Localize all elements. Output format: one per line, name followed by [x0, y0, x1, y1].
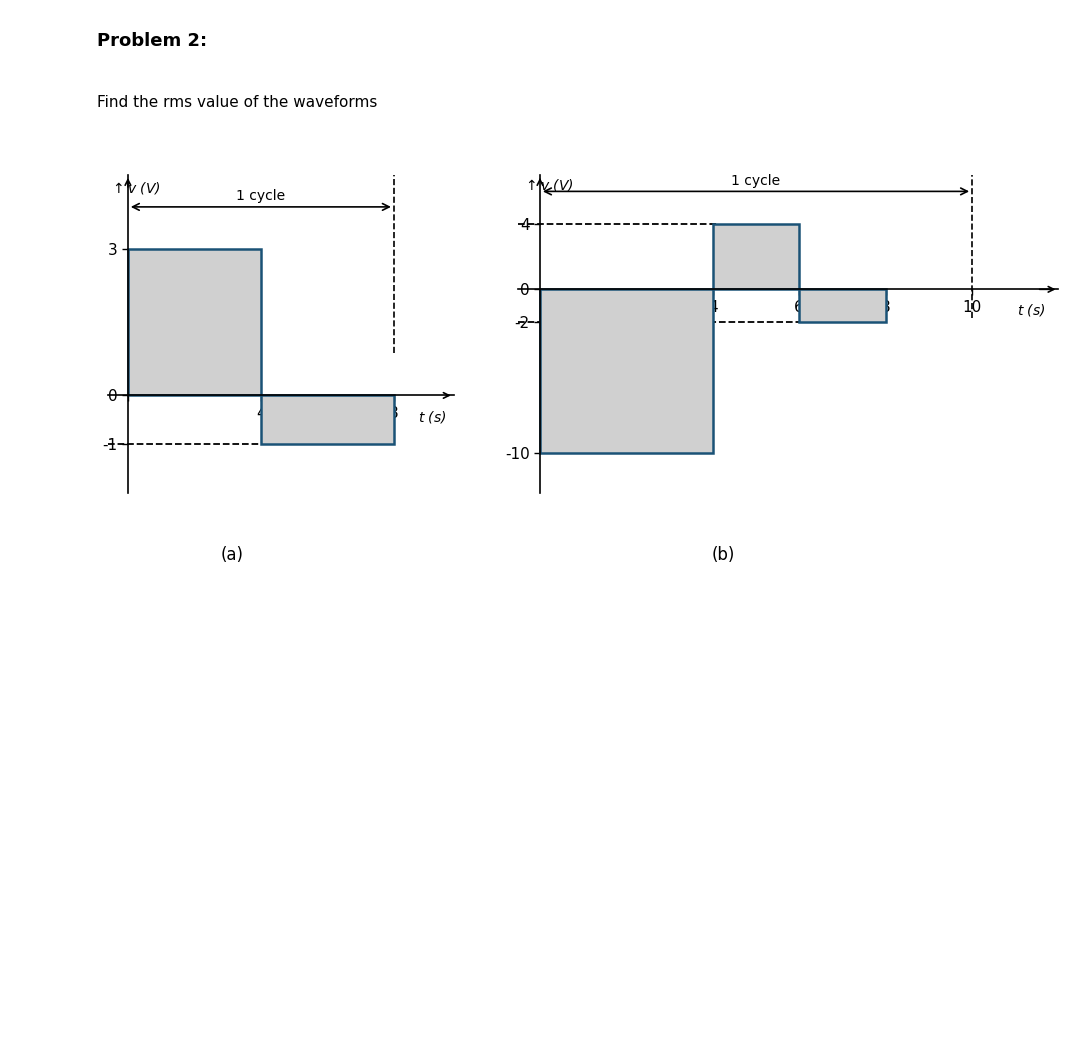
Text: $t$ (s): $t$ (s) [418, 410, 447, 425]
Text: 1 cycle: 1 cycle [731, 174, 781, 188]
Text: (a): (a) [220, 546, 244, 564]
Text: (b): (b) [712, 546, 735, 564]
Text: Problem 2:: Problem 2: [97, 32, 207, 50]
Text: 1 cycle: 1 cycle [237, 189, 285, 203]
Text: $\uparrow v$ (V): $\uparrow v$ (V) [110, 180, 160, 196]
Bar [261, 396, 394, 445]
Bar [540, 290, 713, 453]
Text: $\uparrow v$ (V): $\uparrow v$ (V) [523, 177, 573, 193]
Bar [799, 290, 886, 321]
Bar [127, 248, 261, 396]
Text: Find the rms value of the waveforms: Find the rms value of the waveforms [97, 95, 378, 110]
Text: $t$ (s): $t$ (s) [1017, 302, 1045, 318]
Bar [713, 224, 799, 290]
